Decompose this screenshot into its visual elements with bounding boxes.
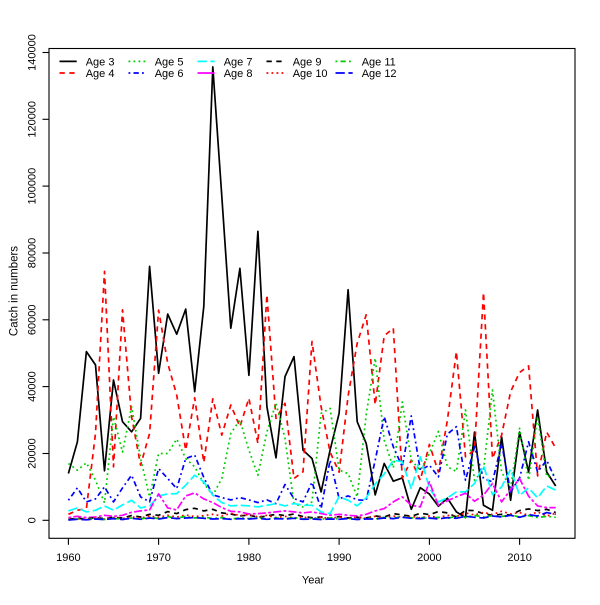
svg-text:1970: 1970	[146, 552, 170, 564]
svg-text:Age 3: Age 3	[86, 56, 115, 68]
svg-text:1960: 1960	[56, 552, 80, 564]
svg-text:0: 0	[27, 517, 39, 523]
svg-text:60000: 60000	[27, 305, 39, 336]
svg-text:120000: 120000	[27, 101, 39, 138]
svg-text:Age 9: Age 9	[293, 56, 322, 68]
svg-text:Age 7: Age 7	[224, 56, 253, 68]
svg-text:Year: Year	[302, 575, 325, 587]
svg-text:140000: 140000	[27, 34, 39, 71]
svg-text:Age 6: Age 6	[155, 68, 184, 80]
svg-text:1980: 1980	[237, 552, 261, 564]
svg-text:2010: 2010	[507, 552, 531, 564]
svg-text:Age 5: Age 5	[155, 56, 184, 68]
svg-text:Age 4: Age 4	[86, 68, 115, 80]
svg-text:Age 11: Age 11	[362, 56, 396, 68]
svg-text:Catch in numbers: Catch in numbers	[9, 246, 21, 336]
svg-text:Age 10: Age 10	[293, 68, 328, 80]
svg-text:Age 12: Age 12	[362, 68, 397, 80]
svg-text:Age 8: Age 8	[224, 68, 253, 80]
svg-text:1990: 1990	[327, 552, 351, 564]
svg-text:80000: 80000	[27, 238, 39, 269]
svg-text:100000: 100000	[27, 168, 39, 205]
svg-text:20000: 20000	[27, 438, 39, 469]
svg-text:2000: 2000	[417, 552, 441, 564]
svg-text:40000: 40000	[27, 371, 39, 402]
